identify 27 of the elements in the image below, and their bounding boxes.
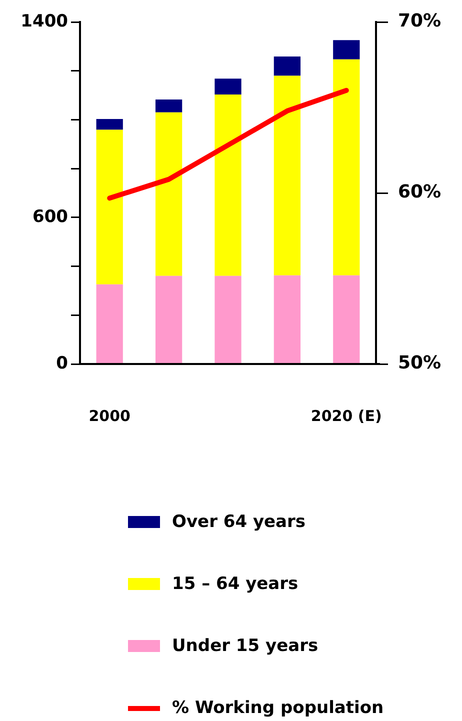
legend-label: Under 15 years [172,636,318,656]
y-tick-label: 0 [56,353,68,374]
bar [274,76,301,276]
bar [214,94,242,276]
legend-label: 15 – 64 years [172,574,298,594]
legend-label: % Working population [172,698,384,718]
bar [333,275,360,364]
y-tick-label: 1400 [20,11,68,32]
bar [333,40,360,60]
bar [96,130,123,284]
bar [96,284,123,364]
y2-tick-label: 50% [398,352,442,374]
bar [274,56,301,76]
bar [333,59,360,276]
bar [96,118,123,130]
y2-tick-label: 70% [398,10,442,32]
y-tick-label: 600 [32,206,68,227]
bar [214,276,242,364]
x-tick-label: 2020 (E) [310,406,382,425]
legend-label: Over 64 years [172,512,306,532]
y2-tick-label: 60% [398,182,442,203]
bar [214,78,242,95]
bar [155,276,182,364]
bar [155,99,182,112]
x-tick-label: 2000 [88,406,130,425]
bar [155,112,182,276]
bar [274,275,301,364]
